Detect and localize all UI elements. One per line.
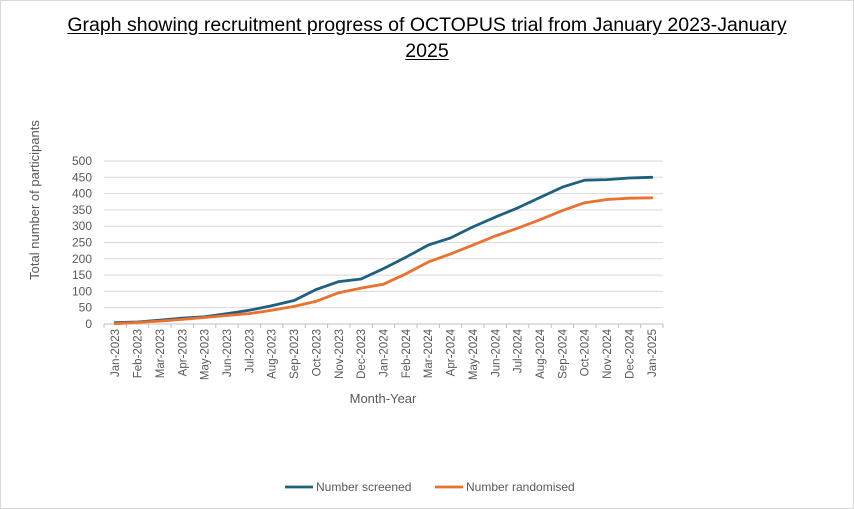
data-point	[449, 252, 452, 256]
y-tick-label: 100	[72, 284, 92, 298]
data-point	[628, 196, 631, 200]
x-tick-label: Aug-2024	[535, 328, 547, 378]
data-point	[427, 243, 430, 247]
y-tick-label: 450	[72, 170, 92, 184]
y-tick-label: 250	[72, 236, 92, 250]
x-tick-label: Nov-2023	[334, 329, 346, 379]
data-point	[158, 319, 162, 323]
x-axis-label: Month-Year	[350, 391, 417, 406]
x-tick-label: Jan-2024	[379, 328, 391, 377]
data-point	[605, 178, 609, 181]
x-tick-label: Apr-2024	[446, 328, 458, 376]
data-point	[471, 225, 475, 229]
x-tick-label: Dec-2024	[624, 328, 636, 378]
data-point	[315, 288, 318, 291]
data-point	[494, 234, 497, 238]
x-tick-label: May-2024	[468, 328, 480, 380]
legend: Number screened Number randomised	[285, 480, 575, 494]
series-line-randomised	[113, 196, 654, 326]
data-point	[382, 267, 385, 270]
gridlines	[104, 160, 663, 325]
x-tick-label: Nov-2024	[602, 328, 614, 378]
legend-label: Number screened	[316, 480, 411, 494]
data-point	[136, 321, 139, 324]
x-tick-label: Jul-2024	[513, 328, 525, 373]
x-tick-label: May-2023	[200, 329, 212, 380]
x-tick-label: Aug-2023	[267, 329, 279, 379]
x-tick-label: Dec-2023	[356, 329, 368, 379]
y-tick-label: 0	[85, 317, 92, 331]
data-point	[404, 272, 408, 275]
y-tick-label: 150	[72, 268, 92, 282]
y-tick-label: 50	[79, 301, 93, 315]
y-tick-label: 400	[72, 187, 92, 201]
data-point	[337, 280, 340, 283]
x-tick-label: Oct-2023	[311, 329, 323, 376]
legend-label: Number randomised	[466, 480, 575, 494]
x-tick-label: Oct-2024	[580, 328, 592, 376]
x-tick-label: Sep-2023	[289, 329, 301, 379]
data-point	[538, 196, 542, 199]
data-point	[605, 198, 609, 201]
series-line-screened	[113, 175, 654, 325]
data-point	[404, 255, 408, 259]
y-axis-ticks: 0 50 100 150 200 250 300 350 400 450 500	[72, 154, 92, 331]
data-point	[471, 243, 475, 247]
x-tick-label: Jan-2025	[647, 329, 659, 377]
data-point	[113, 322, 117, 325]
x-tick-label: Sep-2024	[557, 328, 569, 378]
x-tick-label: Jul-2023	[244, 329, 256, 373]
data-point	[292, 299, 296, 302]
data-point	[583, 179, 586, 182]
data-point	[516, 206, 519, 210]
data-point	[427, 260, 430, 264]
data-point	[494, 215, 497, 219]
data-point	[203, 316, 206, 319]
data-point	[583, 201, 586, 204]
x-axis-ticks: Jan-2023 Feb-2023 Mar-2023 Apr-2023 May-2023…	[103, 324, 664, 380]
data-point	[181, 318, 184, 321]
data-point	[561, 209, 564, 212]
x-tick-label: Jun-2023	[222, 329, 234, 377]
data-point	[248, 309, 251, 312]
data-point	[270, 309, 273, 312]
chart-title: Graph showing recruitment progress of OC…	[67, 14, 787, 62]
data-point	[225, 314, 229, 317]
data-point	[628, 176, 631, 180]
data-point	[270, 304, 273, 307]
data-point	[315, 299, 318, 303]
data-point	[561, 185, 564, 189]
data-point	[516, 226, 519, 230]
x-tick-label: Mar-2024	[423, 328, 435, 378]
y-tick-label: 350	[72, 203, 92, 217]
x-tick-label: Jun-2024	[490, 328, 502, 377]
data-point	[359, 286, 363, 290]
data-point	[538, 218, 542, 221]
x-tick-label: Mar-2023	[155, 329, 167, 378]
data-point	[650, 196, 654, 200]
data-point	[292, 305, 296, 308]
y-tick-label: 300	[72, 219, 92, 233]
data-point	[359, 277, 363, 281]
x-tick-label: Jan-2023	[110, 329, 122, 377]
x-tick-label: Apr-2023	[177, 329, 189, 376]
data-point	[337, 291, 340, 294]
y-tick-label: 500	[72, 154, 92, 168]
data-point	[650, 176, 654, 179]
series-lines	[113, 175, 654, 326]
x-tick-label: Feb-2024	[401, 328, 413, 378]
y-tick-label: 200	[72, 252, 92, 266]
data-point	[382, 283, 385, 286]
data-point	[449, 236, 452, 240]
data-point	[248, 312, 251, 315]
y-axis-label: Total number of participants	[27, 120, 42, 280]
x-tick-label: Feb-2023	[133, 329, 145, 378]
